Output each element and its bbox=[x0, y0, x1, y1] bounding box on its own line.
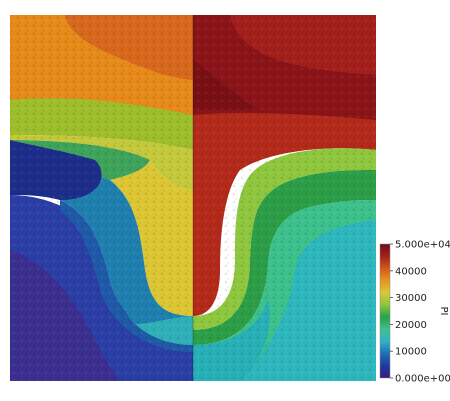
colorbar-tick-label: 5.000e+04 bbox=[395, 240, 450, 251]
colorbar-tick-label: 0.000e+00 bbox=[395, 374, 450, 385]
colorbar-legend: 5.000e+04 40000 30000 20000 10000 0.000e+00 P… bbox=[380, 240, 450, 385]
colorbar-tick-label: 40000 bbox=[395, 266, 427, 277]
colorbar-gradient bbox=[380, 244, 390, 378]
particle-domain bbox=[10, 15, 376, 381]
colorbar-title: PI bbox=[438, 307, 449, 316]
colorbar-tick-label: 20000 bbox=[395, 320, 427, 331]
colorbar-tick-label: 10000 bbox=[395, 347, 427, 358]
colorbar-tick-label: 30000 bbox=[395, 293, 427, 304]
